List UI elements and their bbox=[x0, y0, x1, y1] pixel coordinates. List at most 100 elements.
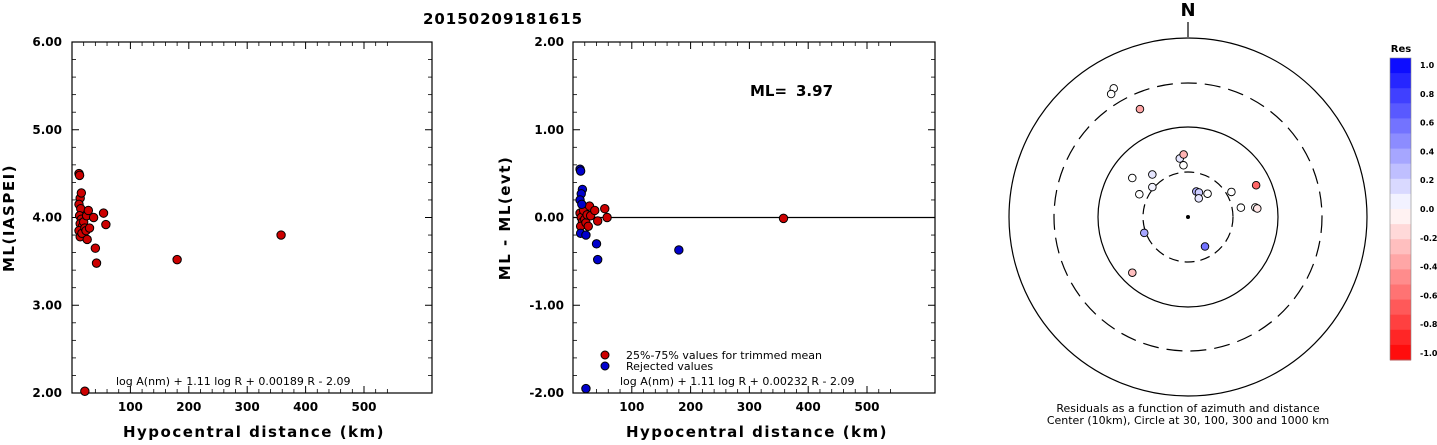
y-tick-label: 2.00 bbox=[32, 386, 62, 400]
panel2-y-label: ML - ML(evt) bbox=[496, 156, 514, 280]
epicenter-marker bbox=[1186, 215, 1190, 219]
colorbar-segment bbox=[1390, 254, 1411, 270]
map-caption-line2: Center (10km), Circle at 30, 100, 300 an… bbox=[1047, 414, 1329, 427]
data-point bbox=[80, 386, 90, 396]
station-marker bbox=[1140, 228, 1149, 238]
station-marker bbox=[1251, 180, 1261, 190]
colorbar-segment bbox=[1390, 133, 1411, 150]
panel1-formula: log A(nm) + 1.11 log R + 0.00189 R - 2.0… bbox=[116, 375, 350, 388]
colorbar-segment bbox=[1390, 148, 1411, 165]
station-markers bbox=[1106, 84, 1262, 277]
panel2-formula: log A(nm) + 1.11 log R + 0.00232 R - 2.0… bbox=[620, 375, 854, 388]
colorbar-label: 0.8 bbox=[1420, 90, 1435, 99]
plot-frame bbox=[71, 41, 433, 394]
ring-100km bbox=[1097, 126, 1279, 308]
x-tick-label: 500 bbox=[854, 400, 879, 414]
panel1-y-label: ML(IASPEI) bbox=[0, 164, 18, 272]
data-point bbox=[583, 221, 593, 231]
colorbar-label: 1.0 bbox=[1420, 61, 1435, 70]
station-marker bbox=[1148, 182, 1157, 192]
data-point bbox=[592, 216, 603, 226]
data-point bbox=[83, 205, 94, 216]
colorbar-segment bbox=[1390, 103, 1411, 119]
x-tick-label: 500 bbox=[351, 400, 376, 414]
map-caption-line1: Residuals as a function of azimuth and d… bbox=[1056, 402, 1319, 415]
colorbar-segment bbox=[1390, 224, 1411, 240]
x-tick-label: 300 bbox=[235, 400, 260, 414]
ring-300km bbox=[1053, 82, 1323, 352]
colorbar-label: -0.8 bbox=[1420, 320, 1437, 329]
colorbar-label: 0.2 bbox=[1420, 176, 1434, 185]
data-point bbox=[600, 204, 610, 214]
station-marker bbox=[1194, 194, 1203, 203]
panel1-x-label: Hypocentral distance (km) bbox=[123, 423, 385, 441]
station-marker bbox=[1200, 242, 1210, 251]
station-marker bbox=[1236, 203, 1246, 212]
data-point bbox=[602, 212, 612, 223]
colorbar-segment bbox=[1390, 178, 1411, 195]
y-tick-label: 3.00 bbox=[32, 298, 62, 312]
data-point bbox=[581, 383, 591, 394]
colorbar-segment bbox=[1390, 299, 1411, 316]
colorbar-segment bbox=[1390, 269, 1411, 285]
colorbar-label: 0.6 bbox=[1420, 119, 1435, 128]
station-marker bbox=[1253, 204, 1262, 213]
station-marker bbox=[1148, 170, 1157, 179]
colorbar-segment bbox=[1390, 284, 1411, 301]
colorbar-label: 0.4 bbox=[1420, 147, 1435, 156]
legend-rejected-label: Rejected values bbox=[626, 360, 713, 373]
data-point bbox=[592, 254, 603, 265]
colorbar-title: Res bbox=[1391, 44, 1411, 55]
data-point bbox=[88, 212, 99, 223]
colorbar-segment bbox=[1390, 314, 1411, 331]
station-marker bbox=[1179, 161, 1188, 170]
y-tick-label: 6.00 bbox=[32, 35, 62, 49]
data-point bbox=[778, 213, 789, 224]
data-point bbox=[591, 239, 602, 249]
x-tick-label: 200 bbox=[176, 400, 201, 414]
x-tick-label: 100 bbox=[619, 400, 644, 414]
data-point bbox=[76, 188, 87, 198]
data-point bbox=[98, 208, 109, 218]
residual-map: N Residuals as a function of azimuth and… bbox=[1008, 0, 1368, 427]
station-marker bbox=[1128, 173, 1137, 183]
station-marker bbox=[1106, 89, 1116, 99]
station-marker bbox=[1227, 187, 1236, 197]
data-point bbox=[575, 166, 586, 176]
colorbar-segment bbox=[1390, 344, 1411, 361]
panel2-x-label: Hypocentral distance (km) bbox=[626, 423, 888, 441]
colorbar-frame bbox=[1389, 57, 1412, 361]
x-tick-label: 400 bbox=[293, 400, 318, 414]
colorbar-segment bbox=[1390, 118, 1411, 134]
data-point bbox=[276, 230, 286, 240]
y-tick-label: -1.00 bbox=[529, 298, 564, 312]
x-tick-label: 200 bbox=[678, 400, 703, 414]
x-tick-label: 300 bbox=[737, 400, 762, 414]
data-point bbox=[577, 199, 587, 210]
colorbar-segment bbox=[1390, 193, 1411, 210]
colorbar-label: 0.0 bbox=[1420, 205, 1435, 214]
station-marker bbox=[1128, 268, 1137, 277]
colorbar-segment bbox=[1390, 88, 1411, 104]
y-tick-label: 5.00 bbox=[32, 123, 62, 137]
station-marker bbox=[1203, 189, 1212, 198]
station-marker bbox=[1135, 190, 1144, 199]
north-label: N bbox=[1180, 0, 1195, 21]
colorbar-label: -0.6 bbox=[1420, 291, 1437, 300]
ml-panel: ML(IASPEI) Hypocentral distance (km) log… bbox=[0, 35, 433, 441]
colorbar-label: -0.2 bbox=[1420, 234, 1437, 243]
data-point bbox=[74, 170, 85, 181]
colorbar-segment bbox=[1390, 209, 1411, 225]
colorbar-segment bbox=[1390, 329, 1411, 346]
y-tick-label: -2.00 bbox=[529, 386, 564, 400]
x-tick-label: 400 bbox=[796, 400, 821, 414]
colorbar-segment bbox=[1390, 73, 1411, 89]
residual-colorbar: Res 1.0 0.8 0.6 0.4 0.2 0.0 -0.2 -0.4 -0.6 -0.8 -1… bbox=[1389, 44, 1437, 361]
y-tick-label: 4.00 bbox=[32, 211, 62, 225]
data-point bbox=[91, 258, 102, 268]
data-point bbox=[590, 205, 600, 216]
y-tick-label: 1.00 bbox=[534, 123, 564, 137]
data-point bbox=[101, 219, 111, 230]
